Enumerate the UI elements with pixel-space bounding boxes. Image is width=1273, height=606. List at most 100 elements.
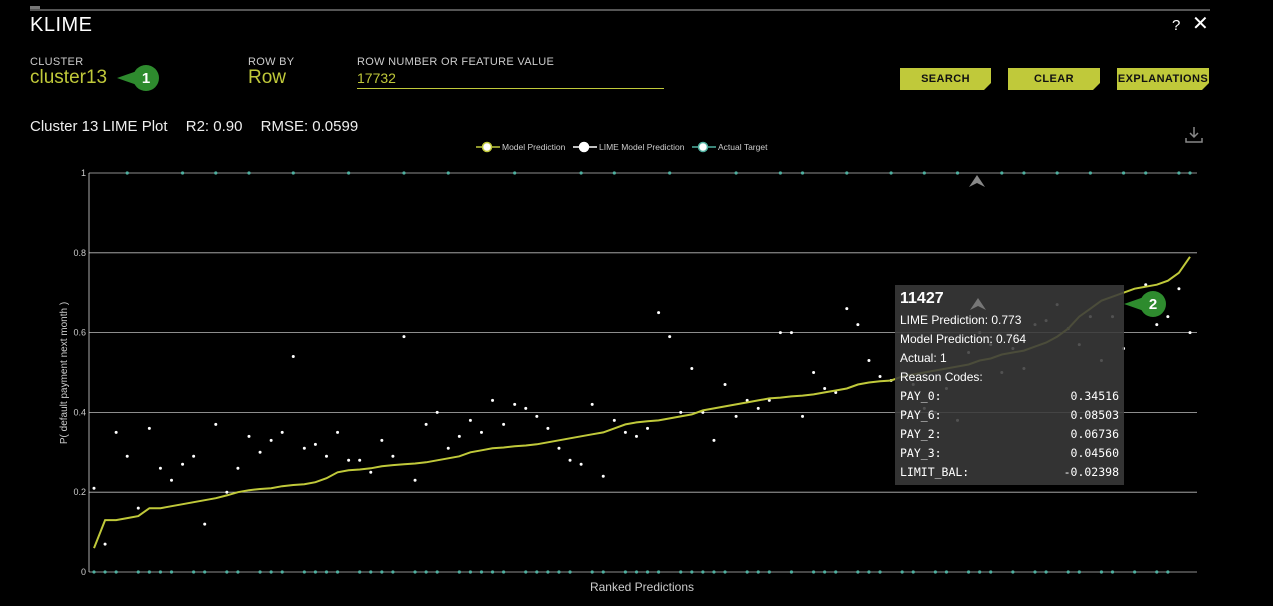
reason-code-name: PAY_2: — [900, 427, 942, 441]
cursor-marker-top — [969, 175, 985, 187]
reason-code-name: LIMIT_BAL: — [900, 465, 970, 479]
legend-label: Model Prediction — [502, 142, 566, 152]
lime-prediction-point — [313, 442, 317, 446]
actual-target-point — [302, 570, 306, 574]
actual-target-point — [623, 570, 627, 574]
lime-prediction-point — [513, 402, 517, 406]
actual-target-point — [1144, 171, 1148, 175]
lime-prediction-point — [114, 430, 118, 434]
actual-target-point — [502, 570, 506, 574]
actual-target-point — [446, 171, 450, 175]
actual-target-point — [978, 570, 982, 574]
actual-target-point — [1011, 570, 1015, 574]
actual-target-point — [690, 570, 694, 574]
actual-target-point — [557, 570, 561, 574]
close-icon[interactable]: ✕ — [1192, 13, 1209, 35]
lime-prediction-point — [646, 426, 650, 430]
row-number-input[interactable] — [357, 68, 664, 89]
actual-target-point — [435, 570, 439, 574]
actual-target-point — [712, 570, 716, 574]
actual-target-point — [679, 570, 683, 574]
lime-prediction-point — [280, 430, 284, 434]
annotation-badge-2: 2 — [1124, 291, 1166, 317]
actual-target-point — [391, 570, 395, 574]
lime-prediction-point — [679, 410, 683, 414]
lime-prediction-point — [169, 478, 173, 482]
row-by-select[interactable]: Row — [248, 67, 287, 88]
lime-prediction-point — [380, 438, 384, 442]
actual-target-point — [180, 171, 185, 175]
actual-target-point — [955, 171, 960, 175]
actual-target-point — [867, 570, 871, 574]
lime-prediction-point — [358, 458, 362, 462]
lime-prediction-point — [634, 434, 638, 438]
y-tick-label: 0 — [81, 567, 86, 577]
lime-prediction-point — [1155, 323, 1159, 327]
actual-target-point — [258, 570, 262, 574]
actual-target-point — [247, 171, 251, 175]
lime-prediction-point — [745, 398, 749, 402]
actual-target-point — [811, 570, 816, 574]
lime-prediction-point — [258, 450, 262, 454]
actual-target-point — [900, 570, 904, 574]
lime-prediction-point — [1144, 283, 1148, 287]
actual-target-point — [413, 570, 417, 574]
x-axis-label: Ranked Predictions — [590, 580, 694, 594]
actual-target-point — [1066, 570, 1070, 574]
actual-target-point — [214, 171, 218, 175]
actual-target-point — [701, 570, 705, 574]
lime-prediction-point — [657, 311, 661, 315]
clear-button[interactable]: CLEAR — [1008, 68, 1100, 90]
lime-prediction-point — [789, 331, 793, 335]
actual-target-point — [136, 570, 140, 574]
actual-target-point — [513, 171, 517, 175]
actual-target-point — [1099, 570, 1104, 574]
tooltip-model-prediction: Model Prediction: 0.764 — [900, 332, 1027, 346]
reason-code-value: 0.08503 — [1070, 408, 1119, 422]
actual-target-point — [944, 570, 949, 574]
reason-code-value: -0.02398 — [1063, 465, 1119, 479]
lime-prediction-point — [192, 454, 196, 458]
help-icon[interactable]: ? — [1172, 17, 1181, 34]
actual-target-point — [1121, 171, 1126, 175]
actual-target-point — [369, 570, 373, 574]
lime-prediction-point — [546, 426, 550, 430]
cluster-select[interactable]: cluster13 — [30, 67, 108, 88]
lime-prediction-point — [125, 454, 129, 458]
actual-target-point — [236, 570, 240, 574]
actual-target-point — [457, 570, 461, 574]
y-tick-label: 1 — [81, 168, 86, 178]
y-tick-label: 0.2 — [73, 487, 86, 497]
search-button[interactable]: SEARCH — [900, 68, 991, 90]
lime-prediction-point — [812, 371, 816, 374]
actual-target-point — [989, 570, 993, 574]
lime-prediction-point — [103, 542, 107, 546]
actual-target-point — [834, 570, 838, 574]
prediction-tooltip: 11427 LIME Prediction: 0.773 Model Predi… — [895, 285, 1124, 485]
actual-target-point — [203, 570, 207, 574]
lime-prediction-point — [391, 454, 395, 458]
download-icon[interactable] — [1185, 126, 1203, 144]
actual-target-point — [147, 570, 151, 574]
actual-target-point — [1055, 171, 1059, 175]
actual-target-point — [313, 570, 318, 574]
actual-target-point — [358, 570, 362, 574]
actual-target-point — [800, 171, 805, 175]
rmse-value: RMSE: 0.0599 — [260, 118, 359, 135]
lime-prediction-point — [845, 307, 849, 311]
lime-prediction-point — [214, 422, 218, 426]
lime-prediction-point — [203, 522, 207, 526]
lime-prediction-point — [413, 478, 417, 482]
lime-prediction-point — [823, 386, 827, 390]
actual-target-point — [125, 171, 129, 175]
actual-target-point — [335, 570, 340, 574]
legend-label: Actual Target — [718, 142, 768, 152]
actual-target-point — [546, 570, 550, 574]
actual-target-point — [269, 570, 273, 574]
explanations-button[interactable]: EXPLANATIONS — [1117, 68, 1209, 90]
actual-target-point — [1188, 171, 1192, 175]
actual-target-point — [92, 570, 96, 574]
actual-target-point — [966, 570, 971, 574]
actual-target-point — [1177, 171, 1181, 175]
actual-target-point — [612, 171, 616, 175]
